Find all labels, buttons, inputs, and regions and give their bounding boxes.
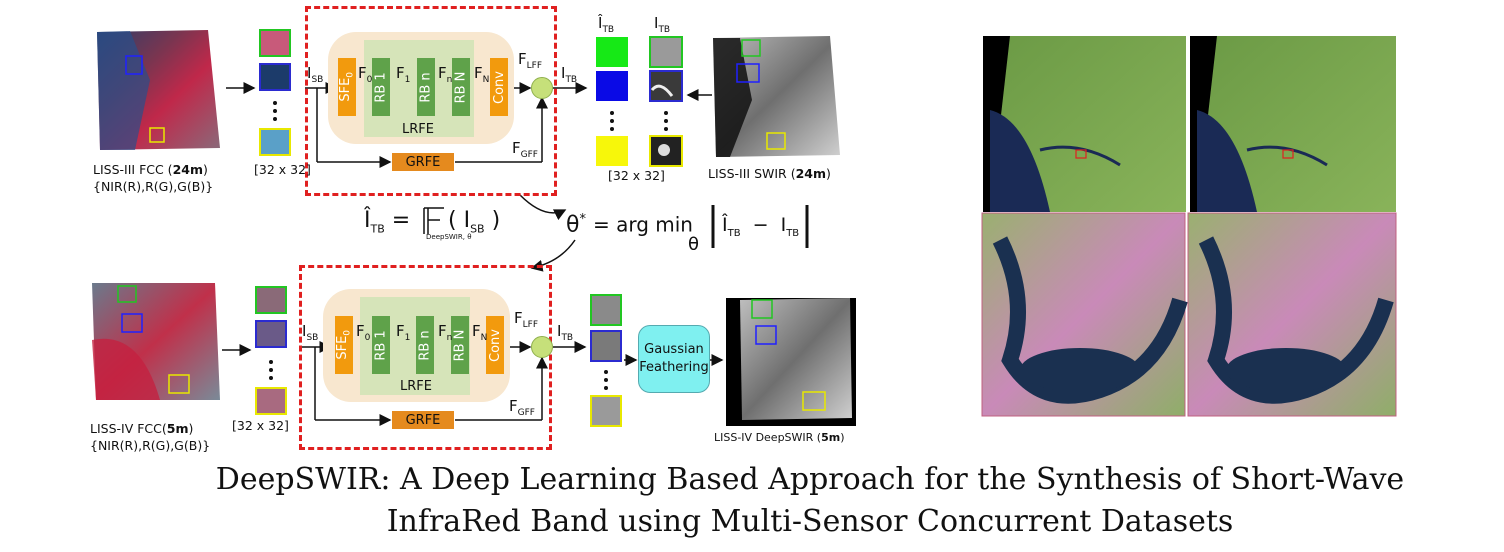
top-input-patches xyxy=(259,29,291,156)
bottom-input-fcc-image xyxy=(92,283,220,400)
top-sfe-block: SFE0 xyxy=(338,58,356,116)
paper-title-line-1: DeepSWIR: A Deep Learning Based Approach… xyxy=(215,462,1405,497)
top-input-fcc-image xyxy=(97,30,220,150)
top-rb1-block: RB 1 xyxy=(372,58,390,116)
bottom-flow-lines xyxy=(222,341,724,426)
top-label-fgff: FGFF xyxy=(512,139,538,160)
top-label-f1: F1 xyxy=(396,64,411,85)
right-zoom-left xyxy=(981,212,1188,417)
bottom-rb1-block: RB 1 xyxy=(372,316,390,374)
top-label-flff: FLFF xyxy=(518,50,543,71)
bottom-rbn-block: RB n xyxy=(416,316,434,374)
right-overview-left xyxy=(983,36,1186,212)
ellipsis-dots xyxy=(269,101,668,390)
bottom-conv-block: Conv xyxy=(486,316,504,374)
top-pred-patches xyxy=(596,37,628,166)
top-grfe-block: GRFE xyxy=(392,153,454,171)
top-label-fn: Fn xyxy=(438,64,453,85)
top-sum-node xyxy=(531,77,553,99)
equation-1-fn-sub: DeepSWIR, θ xyxy=(426,233,472,241)
abs-bars xyxy=(711,205,809,248)
right-overview-right xyxy=(1190,36,1396,212)
top-target-patch-size: [32 x 32] xyxy=(608,168,665,183)
bottom-label-isb: ISB xyxy=(302,322,319,343)
top-swir-caption: LISS-III SWIR (24m) xyxy=(708,166,831,181)
bottom-label-f1: F1 xyxy=(396,322,411,343)
equation-1: ÎTB = xyxy=(364,208,411,236)
bottom-output-swir-image xyxy=(726,298,856,426)
bottom-label-itb: ITB xyxy=(557,322,574,343)
bottom-label-fN: FN xyxy=(472,322,488,343)
top-label-f0: F0 xyxy=(358,64,373,85)
bottom-rbN-block: RB N xyxy=(451,316,469,374)
top-lrfe-label: LRFE xyxy=(402,122,434,137)
gaussian-feathering-block: Gaussian Feathering xyxy=(638,325,710,393)
bottom-sfe-block: SFE0 xyxy=(335,316,353,374)
function-symbol xyxy=(423,207,444,234)
bottom-input-bands: {NIR(R),R(G),G(B)} xyxy=(90,438,211,453)
top-input-bands: {NIR(R),R(G),G(B)} xyxy=(93,179,214,194)
top-label-itb: ITB xyxy=(561,64,578,85)
top-conv-block: Conv xyxy=(490,58,508,116)
top-input-caption: LISS-III FCC (24m) xyxy=(93,162,208,177)
bottom-label-fn: Fn xyxy=(438,322,453,343)
top-patch-size: [32 x 32] xyxy=(254,162,311,177)
top-rbn-block: RB n xyxy=(417,58,435,116)
bottom-output-caption: LISS-IV DeepSWIR (5m) xyxy=(714,431,845,444)
equation-2-theta-sub: θ xyxy=(688,234,700,255)
bottom-sum-node xyxy=(531,336,553,358)
pred-header: ÎTB xyxy=(598,14,615,35)
gt-header: ITB xyxy=(654,14,671,35)
top-network-box xyxy=(305,6,557,196)
bottom-label-fgff: FGFF xyxy=(509,397,535,418)
right-zoom-right xyxy=(1187,212,1397,417)
paper-title-line-2: InfraRed Band using Multi-Sensor Concurr… xyxy=(386,504,1234,539)
bottom-lrfe-label: LRFE xyxy=(400,379,432,394)
bottom-input-patches xyxy=(255,286,287,415)
bottom-patch-size: [32 x 32] xyxy=(232,418,289,433)
bottom-network-box xyxy=(299,265,552,450)
top-swir-image xyxy=(713,36,840,157)
top-label-isb: ISB xyxy=(307,64,324,85)
equation-1-arg: ( ISB ) xyxy=(448,208,501,236)
top-gt-patches xyxy=(649,36,683,167)
bottom-label-flff: FLFF xyxy=(514,309,539,330)
bottom-input-caption: LISS-IV FCC(5m) xyxy=(90,421,194,436)
bottom-output-patches xyxy=(590,294,622,427)
bottom-grfe-block: GRFE xyxy=(392,411,454,429)
bottom-label-f0: F0 xyxy=(356,322,371,343)
top-rbN-block: RB N xyxy=(452,58,470,116)
equation-2: θ* = arg min xyxy=(566,212,693,238)
top-label-fN: FN xyxy=(474,64,490,85)
equation-2-abs-body: ÎTB − ITB xyxy=(722,214,800,239)
